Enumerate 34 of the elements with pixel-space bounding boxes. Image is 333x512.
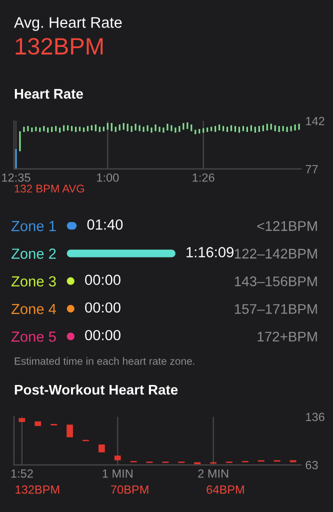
y-tick-label: 63	[306, 460, 318, 470]
y2-tick-label: 172+BPM	[258, 332, 317, 342]
text: 132 BPM AVG	[14, 184, 84, 193]
text: 132BPM	[16, 38, 103, 55]
y2-tick-label: <121BPM	[257, 221, 317, 231]
text: 70BPM	[111, 485, 148, 494]
y-tick-label: Zone 1	[12, 221, 56, 232]
x-tick-label: 2 MIN	[198, 469, 228, 478]
data-label: 00:00	[85, 302, 120, 313]
x-tick-label: 1:00	[97, 173, 119, 182]
x-tick-label: 1:52	[11, 469, 33, 478]
data-label: 1:16:09	[186, 247, 234, 258]
data-label: 00:00	[85, 330, 120, 340]
data-label: 01:40	[87, 219, 123, 230]
y2-tick-label: 122–142BPM	[234, 248, 317, 258]
chart-title: Heart Rate	[14, 89, 83, 99]
text: Estimated time in each heart rate zone.	[14, 357, 194, 365]
y-tick-label: Zone 3	[12, 276, 56, 287]
y-tick-label: 142	[306, 116, 324, 126]
x-tick-label: 12:35	[2, 173, 30, 182]
x-tick-label: 1:26	[192, 173, 214, 182]
data-label: 00:00	[85, 274, 120, 286]
chart-title: Post-Workout Heart Rate	[14, 384, 178, 395]
x-tick-label: 1 MIN	[102, 469, 132, 478]
y2-tick-label: 143–156BPM	[234, 276, 317, 286]
text: 132BPM	[16, 485, 60, 494]
text: Avg. Heart Rate	[14, 17, 122, 31]
y-tick-label: 77	[306, 165, 318, 174]
text: 64BPM	[206, 485, 244, 494]
y-tick-label: Zone 5	[12, 332, 56, 342]
y-tick-label: Zone 4	[12, 304, 56, 314]
y2-tick-label: 157–171BPM	[234, 304, 317, 314]
y-tick-label: 136	[306, 412, 324, 422]
y-tick-label: Zone 2	[12, 248, 56, 259]
